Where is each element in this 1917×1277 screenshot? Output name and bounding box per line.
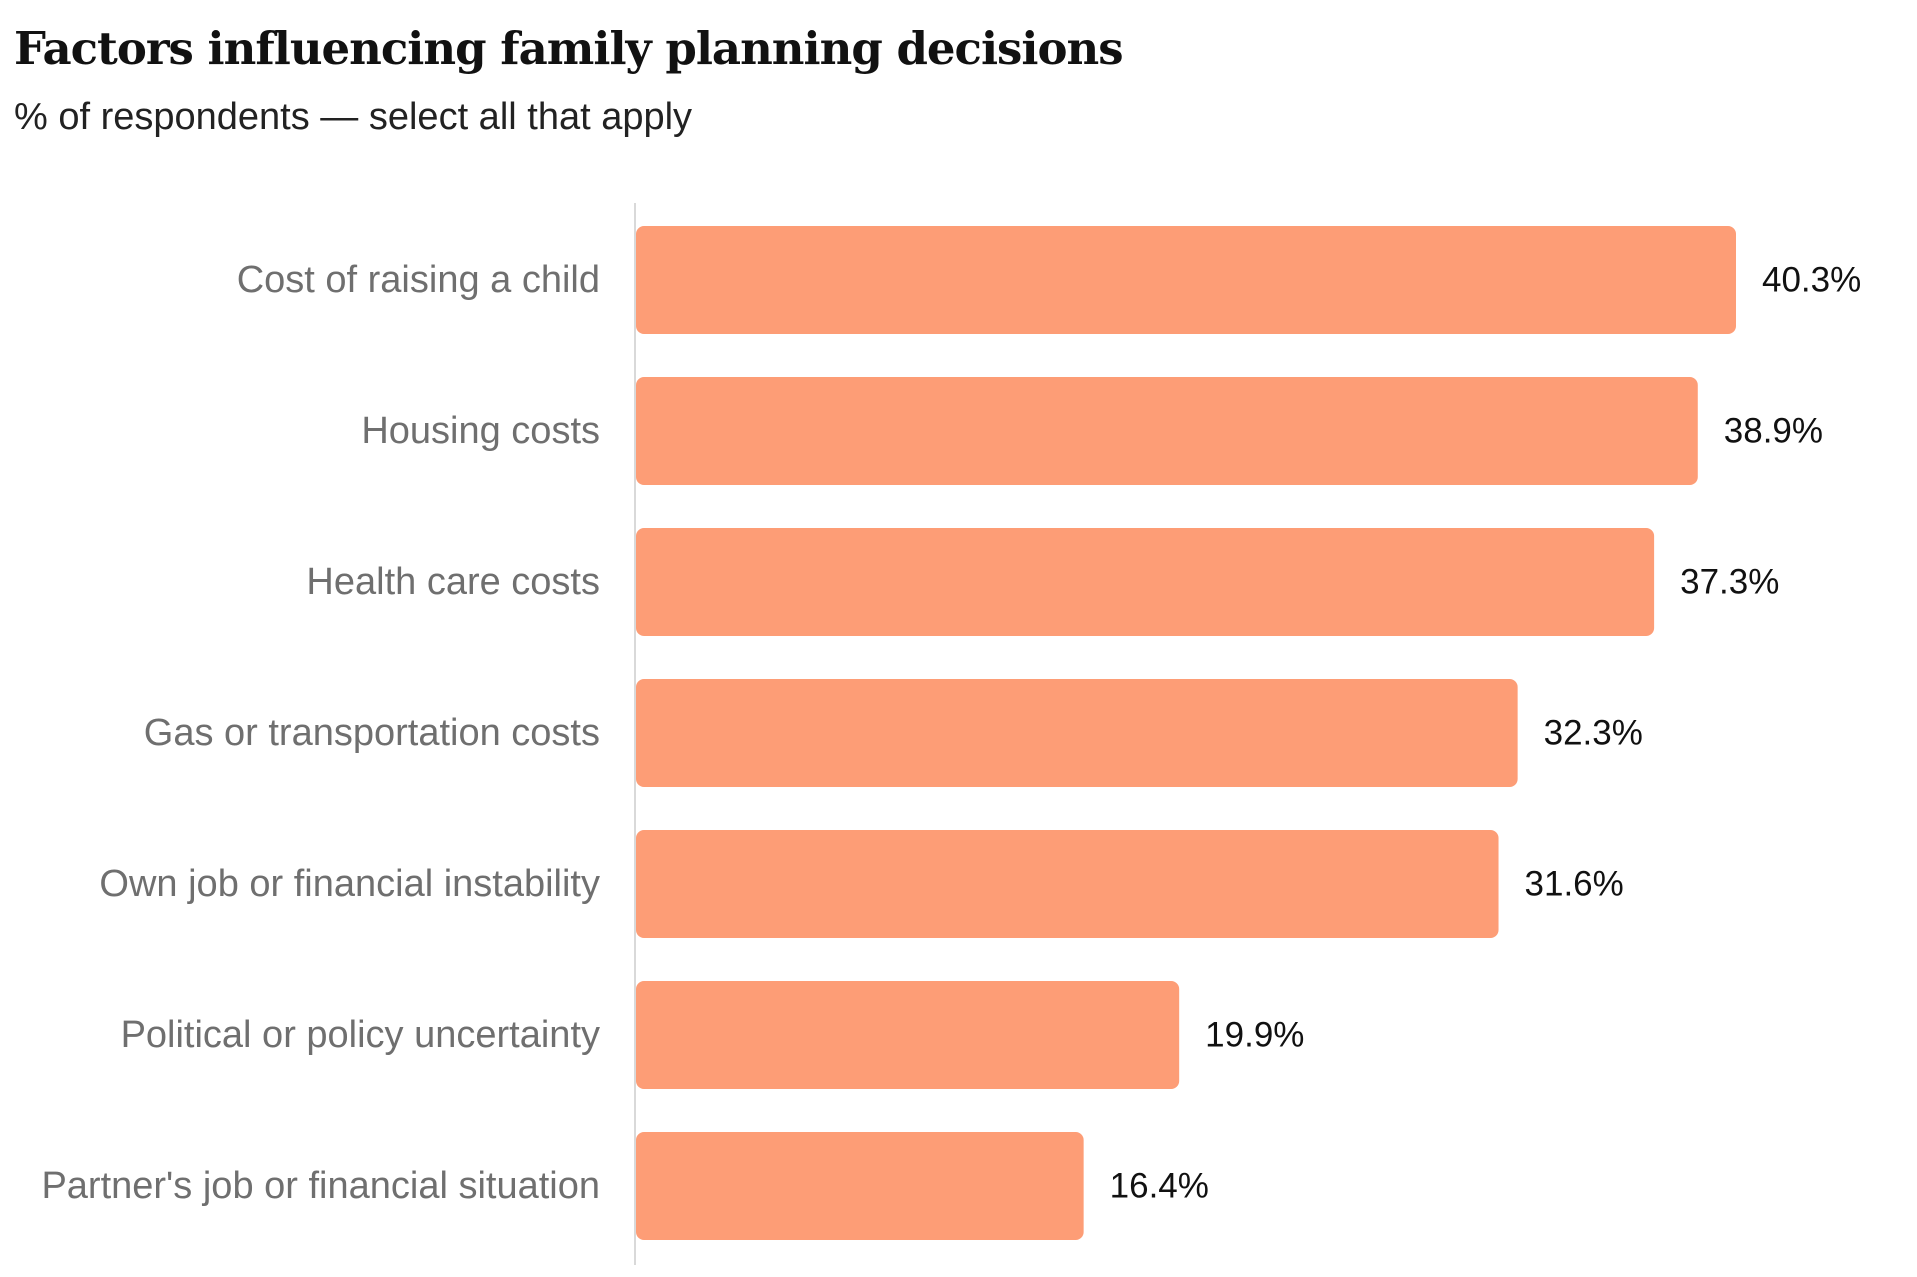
bar <box>636 528 1655 636</box>
value-label: 19.9% <box>1205 1016 1304 1055</box>
bar <box>636 679 1518 787</box>
value-label: 37.3% <box>1680 563 1779 602</box>
category-label: Gas or transportation costs <box>144 712 600 754</box>
bars-layer <box>636 226 1736 1240</box>
bar <box>636 1132 1084 1240</box>
bar <box>636 981 1180 1089</box>
category-label: Own job or financial instability <box>99 863 600 905</box>
chart-subtitle: % of respondents — select all that apply <box>14 96 693 138</box>
category-label: Housing costs <box>361 410 600 452</box>
category-label: Health care costs <box>306 561 600 603</box>
value-label: 38.9% <box>1724 412 1823 451</box>
category-label: Political or policy uncertainty <box>121 1014 600 1056</box>
category-label: Partner's job or financial situation <box>41 1165 600 1207</box>
bar <box>636 226 1736 334</box>
value-label: 16.4% <box>1110 1167 1209 1206</box>
labels-layer: Cost of raising a child 40.3% Housing cost… <box>41 259 1861 1207</box>
category-label: Cost of raising a child <box>237 259 600 301</box>
chart-title: Factors influencing family planning deci… <box>14 22 1124 75</box>
value-label: 31.6% <box>1525 865 1624 904</box>
bar <box>636 377 1698 485</box>
value-label: 32.3% <box>1544 714 1643 753</box>
value-label: 40.3% <box>1762 261 1861 300</box>
bar <box>636 830 1499 938</box>
